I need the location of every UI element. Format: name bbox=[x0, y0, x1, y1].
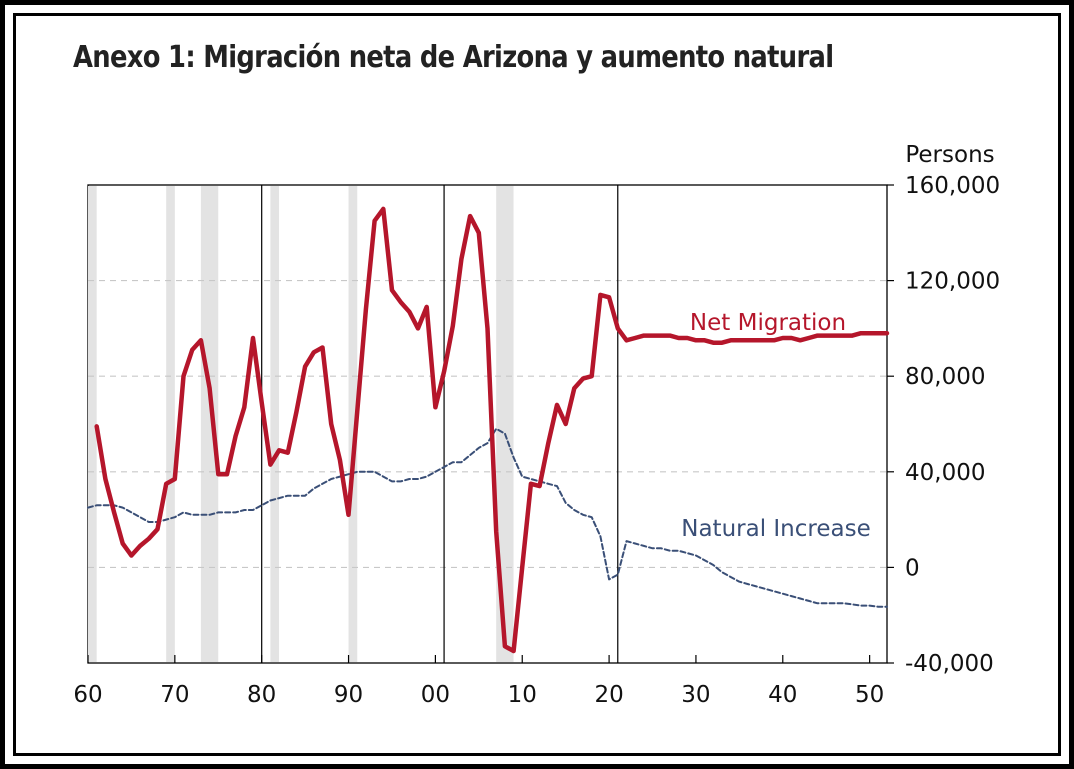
recession-band bbox=[166, 186, 175, 662]
y-axis-tick-label: 160,000 bbox=[905, 173, 1000, 199]
net-migration-line bbox=[94, 206, 890, 654]
x-axis-tick-label: 10 bbox=[508, 682, 537, 708]
recession-band bbox=[496, 186, 514, 662]
x-axis-tick-label: 20 bbox=[594, 682, 623, 708]
x-axis-tick-label: 30 bbox=[681, 682, 710, 708]
recession-band bbox=[348, 186, 358, 662]
natural-increase-label: Natural Increase bbox=[681, 516, 870, 542]
natural-increase-line bbox=[87, 427, 888, 608]
y-axis-tick-label: -40,000 bbox=[905, 651, 994, 677]
y-axis-tick-label: 120,000 bbox=[905, 269, 1000, 295]
y-axis-tick-label: 40,000 bbox=[905, 460, 985, 486]
recession-band bbox=[88, 186, 97, 662]
y-axis-tick-label: 0 bbox=[905, 555, 920, 581]
x-axis-tick-label: 70 bbox=[160, 682, 189, 708]
x-axis-tick-label: 00 bbox=[421, 682, 450, 708]
recession-band bbox=[200, 186, 219, 662]
net-migration-label: Net Migration bbox=[690, 310, 846, 336]
chart-title: Anexo 1: Migración neta de Arizona y aum… bbox=[73, 40, 834, 75]
y-axis-unit-label: Persons bbox=[905, 142, 994, 168]
chart-frame-inner-border bbox=[13, 13, 1061, 756]
x-axis-tick-label: 90 bbox=[334, 682, 363, 708]
recession-band bbox=[270, 186, 280, 662]
x-axis-tick-label: 50 bbox=[855, 682, 884, 708]
y-axis-tick-label: 80,000 bbox=[905, 364, 985, 390]
x-axis-tick-label: 80 bbox=[247, 682, 276, 708]
x-axis-tick-label: 60 bbox=[73, 682, 102, 708]
x-axis-tick-label: 40 bbox=[768, 682, 797, 708]
